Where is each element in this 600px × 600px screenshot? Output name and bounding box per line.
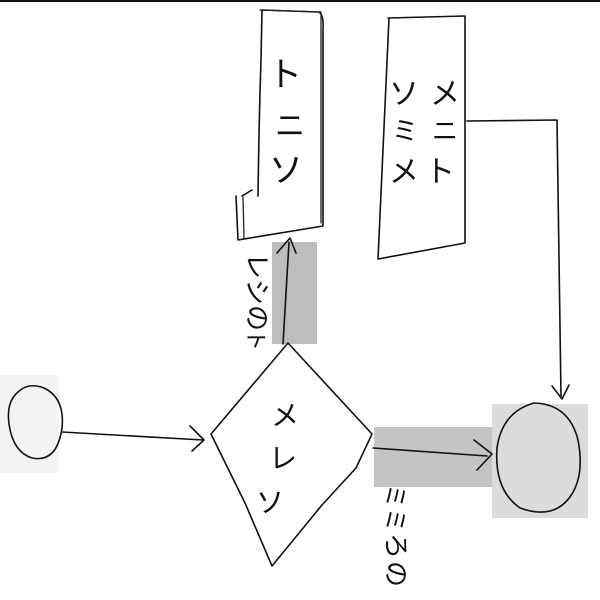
right-edge-label: ミ ミ ろ の: [380, 484, 410, 587]
right-edge-label-char-2: ミ: [381, 508, 409, 532]
box-top-right-text-c1-3: メ: [389, 155, 419, 190]
decision-text-3: ソ: [256, 486, 284, 519]
box-top-left-text-3: ソ: [269, 151, 303, 191]
decision-diamond: [210, 342, 373, 567]
box-top-right-text-c2-1: メ: [430, 77, 460, 112]
right-edge-label-char-1: ミ: [381, 484, 409, 508]
upper-edge-label-char-2: シ: [241, 279, 271, 305]
box-top-left-text-1: ト: [268, 55, 302, 95]
decision-text-1: メ: [271, 399, 299, 432]
box-top-right-text-c1-1: ソ: [389, 77, 419, 112]
upper-edge-label-char-3: の: [241, 305, 271, 331]
start-node: [7, 384, 64, 460]
box-top-left-frame: [242, 9, 322, 239]
upper-edge-label: レ シ の ト: [241, 253, 271, 351]
box-top-right-text-c2-2: ニ: [432, 117, 458, 147]
box-top-right: [377, 15, 466, 260]
box-top-left-text-2: ニ: [275, 109, 305, 144]
right-edge-label-char-4: の: [380, 561, 410, 587]
upper-edge-label-char-1: レ: [241, 253, 271, 279]
upper-edge-label-char-4: ト: [242, 329, 267, 351]
end-node: [495, 402, 581, 513]
box-top-right-text-c2-3: ト: [425, 155, 455, 190]
arrow-decision-to-end: [372, 439, 493, 471]
arrow-start-to-decision: [61, 425, 205, 452]
box-top-right-text-c1-2: ミ: [392, 117, 418, 147]
right-arrow-highlight: [374, 427, 496, 487]
connector-right-box-to-end: [466, 119, 570, 400]
arrow-decision-to-box: [276, 237, 297, 345]
decision-text-2: レ: [269, 442, 297, 475]
right-edge-label-char-3: ろ: [380, 533, 410, 559]
upper-arrow-highlight: [272, 242, 317, 344]
